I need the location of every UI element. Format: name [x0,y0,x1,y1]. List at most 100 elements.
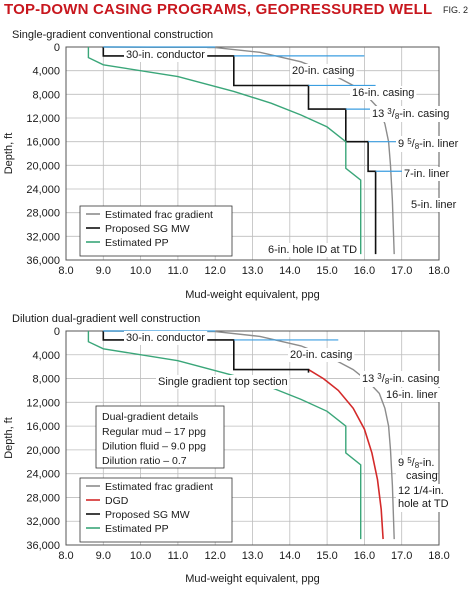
y-tick-label: 20,000 [26,445,60,457]
label-background [396,136,461,152]
details-line: Dilution ratio – 0.7 [102,455,187,467]
x-tick-label: 15.0 [316,265,337,277]
y-axis-label: Depth, ft [3,417,15,459]
x-tick-label: 11.0 [168,550,189,562]
legend-entry: Estimated PP [105,237,169,249]
plot-frame [65,330,440,546]
y-tick-label: 24,000 [26,184,60,196]
y-tick-label: 8,000 [32,89,60,101]
label-background [266,243,360,257]
casing-label: 5-in. liner [411,199,457,211]
legend-box [79,205,233,257]
label-background [124,331,208,345]
series-line-proposed-sg-mw [102,47,377,255]
y-tick-label: 20,000 [26,160,60,172]
x-tick-label: 12.0 [204,550,225,562]
series-line-estimated-pp [87,331,362,540]
y-tick-label: 4,000 [32,66,60,78]
x-tick-label: 18.0 [428,550,449,562]
label-background [396,455,437,487]
plot-frame [65,46,440,261]
x-tick-label: 14.0 [279,265,300,277]
y-axis-label: Depth, ft [3,133,15,175]
casing-label: 30-in. conductor [126,332,205,344]
y-tick-label: 12,000 [26,397,60,409]
x-tick-label: 13.0 [242,265,263,277]
label-background [402,167,452,181]
y-tick-label: 0 [54,326,60,338]
y-tick-label: 32,000 [26,516,60,528]
x-axis-label: Mud-weight equivalent, ppg [185,573,320,585]
details-title: Dual-gradient details [102,411,198,423]
x-tick-label: 8.0 [58,265,73,277]
figure-number: FIG. 2 [442,5,468,15]
legend-entry: Estimated PP [105,523,169,535]
label-background [409,198,459,212]
figure-title: TOP-DOWN CASING PROGRAMS, GEOPRESSURED W… [4,1,433,18]
series-line-estimated-pp [87,47,362,255]
casing-label: 9 5/8-in. liner [398,137,459,151]
legend-box [79,477,233,543]
casing-label: 12 1/4-in. [398,485,444,497]
series-line-proposed-sg-mw [102,331,310,373]
y-tick-label: 32,000 [26,231,60,243]
y-tick-label: 36,000 [26,255,60,267]
label-background [396,484,448,512]
label-background [288,348,355,362]
label-background [156,375,290,389]
y-tick-label: 12,000 [26,113,60,125]
x-tick-label: 12.0 [204,265,225,277]
x-tick-label: 14.0 [279,550,300,562]
details-line: Dilution fluid – 9.0 ppg [102,441,206,453]
panel-title: Dilution dual-gradient well construction [12,313,200,325]
label-background [350,86,417,100]
y-tick-label: 24,000 [26,469,60,481]
casing-label: 20-in. casing [290,349,352,361]
casing-label: 30-in. conductor [126,49,205,61]
y-tick-label: 28,000 [26,492,60,504]
casing-label: casing [406,470,438,482]
casing-label: 6-in. hole ID at TD [268,244,357,256]
legend-entry: Estimated frac gradient [105,481,213,493]
casing-label: 7-in. liner [404,168,450,180]
casing-label: 13 3/8-in. casing [362,372,439,386]
y-tick-label: 16,000 [26,421,60,433]
details-box [95,405,225,469]
label-background [290,64,357,78]
casing-label: 13 3/8-in. casing [372,107,449,121]
casing-label: 16-in. liner [386,389,438,401]
y-tick-label: 8,000 [32,374,60,386]
legend-entry: DGD [105,495,129,507]
x-tick-label: 8.0 [58,550,73,562]
y-tick-label: 4,000 [32,350,60,362]
legend-entry: Estimated frac gradient [105,209,213,221]
x-tick-label: 18.0 [428,265,449,277]
panel-title: Single-gradient conventional constructio… [12,29,213,41]
x-tick-label: 15.0 [316,550,337,562]
y-tick-label: 16,000 [26,137,60,149]
x-tick-label: 17.0 [391,265,412,277]
y-tick-label: 0 [54,42,60,54]
legend-entry: Proposed SG MW [105,509,190,521]
y-tick-label: 36,000 [26,540,60,552]
casing-label: Single gradient top section [158,376,288,388]
x-tick-label: 9.0 [96,550,111,562]
x-tick-label: 9.0 [96,265,111,277]
x-tick-label: 10.0 [130,550,151,562]
x-tick-label: 11.0 [168,265,189,277]
casing-label: 16-in. casing [352,87,414,99]
y-tick-label: 28,000 [26,208,60,220]
series-line-dgd [308,368,384,540]
casing-label: 9 5/8-in. [398,456,434,470]
x-tick-label: 13.0 [242,550,263,562]
details-line: Regular mud – 17 ppg [102,426,206,438]
x-tick-label: 16.0 [354,265,375,277]
label-background [370,106,452,122]
label-background [124,48,208,62]
casing-label: hole at TD [398,498,449,510]
legend-entry: Proposed SG MW [105,223,190,235]
x-axis-label: Mud-weight equivalent, ppg [185,289,320,301]
x-tick-label: 16.0 [354,550,375,562]
label-background [360,371,442,387]
